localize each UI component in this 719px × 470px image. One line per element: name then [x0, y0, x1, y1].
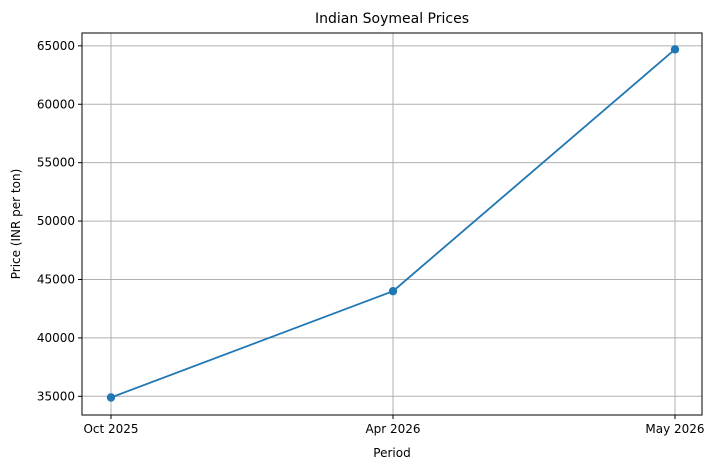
y-tick-label: 40000 [37, 331, 75, 345]
y-tick-label: 35000 [37, 389, 75, 403]
y-tick-label: 50000 [37, 214, 75, 228]
x-axis-label: Period [373, 446, 410, 460]
data-point [106, 393, 116, 402]
y-tick-label: 55000 [37, 156, 75, 170]
ticks-layer: Oct 2025 Apr 2026 May 2026 35000 40000 45000 5… [37, 39, 705, 436]
plot-frame [81, 32, 703, 416]
y-tick-label: 65000 [37, 39, 75, 53]
x-tick-label: May 2026 [645, 422, 704, 436]
chart-title: Indian Soymeal Prices [315, 11, 469, 27]
y-tick-label: 45000 [37, 272, 75, 286]
x-tick-label: Oct 2025 [83, 422, 138, 436]
grid-layer [82, 33, 702, 415]
data-point [388, 286, 398, 296]
y-axis-label: Price (INR per ton) [9, 169, 23, 280]
y-tick-label: 60000 [37, 97, 75, 111]
x-tick-label: Apr 2026 [365, 422, 420, 436]
series-layer [106, 45, 680, 402]
data-point [670, 45, 680, 54]
